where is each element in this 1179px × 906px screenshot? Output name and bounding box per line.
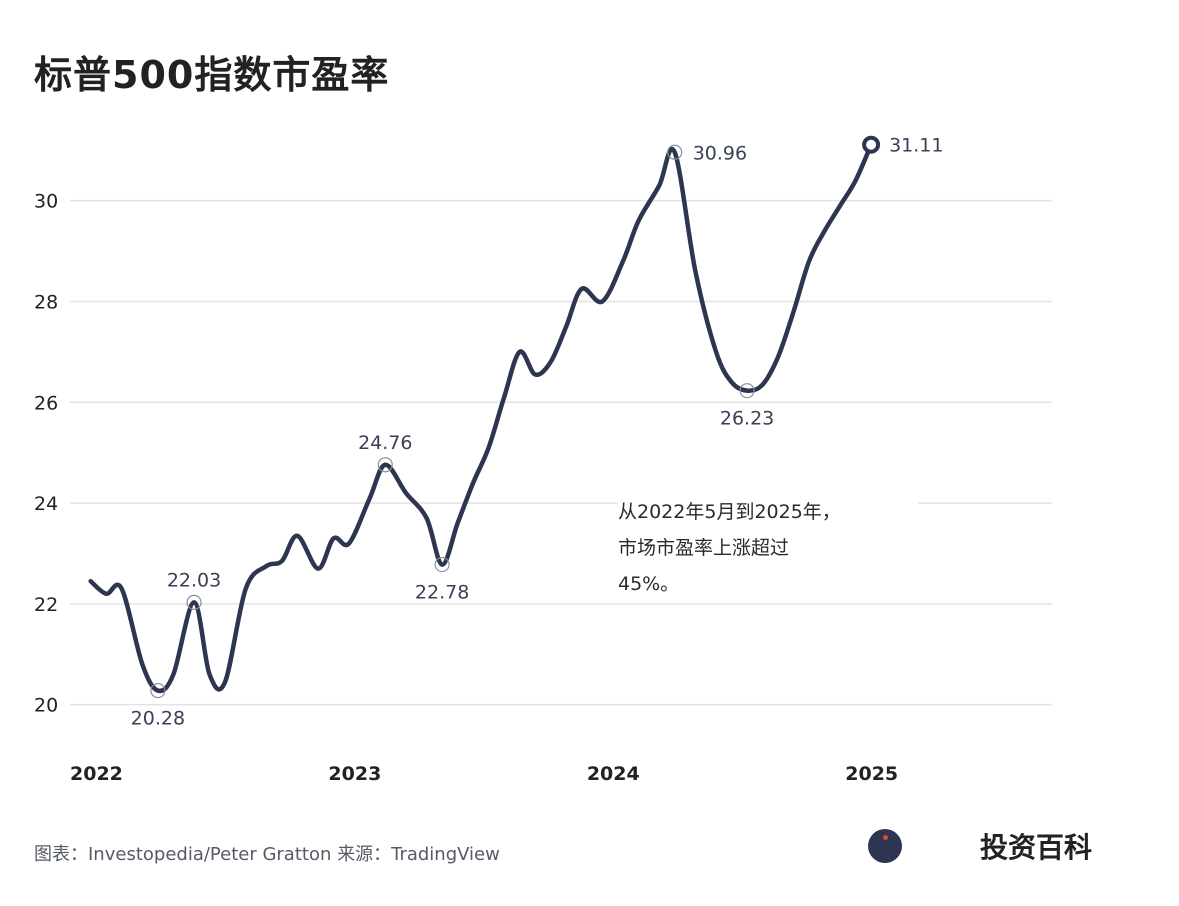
brand-name: 投资百科 — [980, 831, 1093, 864]
y-tick-label: 30 — [34, 191, 58, 213]
point-marker — [150, 682, 166, 699]
annotation-line-3: 45%。 — [618, 573, 680, 595]
y-tick-label: 22 — [34, 594, 58, 616]
data-label: 30.96 — [693, 142, 747, 164]
y-axis-ticks: 20 22 24 26 28 30 — [34, 191, 58, 717]
investopedia-logo-icon — [868, 829, 902, 863]
data-label: 20.28 — [131, 708, 185, 730]
data-labels: 20.28 22.03 24.76 22.78 30.96 26.23 31.11 — [131, 135, 944, 730]
data-label: 22.78 — [415, 582, 469, 604]
point-marker — [186, 594, 202, 610]
chart-annotation: 从2022年5月到2025年， 市场市盈率上涨超过 45%。 — [618, 494, 918, 602]
endpoint-marker — [862, 135, 881, 154]
y-tick-label: 20 — [34, 695, 58, 717]
x-tick-label: 2023 — [328, 763, 381, 785]
data-label: 26.23 — [720, 408, 774, 430]
y-tick-label: 24 — [34, 493, 58, 515]
source-credit: 图表：Investopedia/Peter Gratton 来源：Trading… — [34, 844, 500, 865]
x-tick-label: 2022 — [70, 763, 123, 785]
x-tick-label: 2025 — [845, 763, 898, 785]
point-markers — [150, 135, 881, 699]
point-marker — [434, 556, 450, 573]
annotation-line-1: 从2022年5月到2025年， — [618, 501, 841, 523]
point-marker — [739, 383, 755, 399]
y-tick-label: 28 — [34, 291, 58, 313]
data-label: 24.76 — [358, 432, 412, 454]
series-path — [88, 142, 874, 694]
series-line — [88, 142, 874, 694]
y-tick-label: 26 — [34, 392, 58, 414]
point-marker — [377, 457, 393, 473]
chart-title: 标普500指数市盈率 — [34, 53, 390, 97]
x-tick-label: 2024 — [587, 763, 640, 785]
point-marker — [667, 144, 683, 160]
data-label: 22.03 — [167, 569, 221, 591]
data-label: 31.11 — [889, 135, 943, 157]
gridlines — [70, 199, 1052, 706]
annotation-line-2: 市场市盈率上涨超过 — [618, 537, 790, 559]
x-axis-ticks: 2022 2023 2024 2025 — [70, 763, 898, 785]
brand: 投资百科 — [868, 826, 1092, 866]
